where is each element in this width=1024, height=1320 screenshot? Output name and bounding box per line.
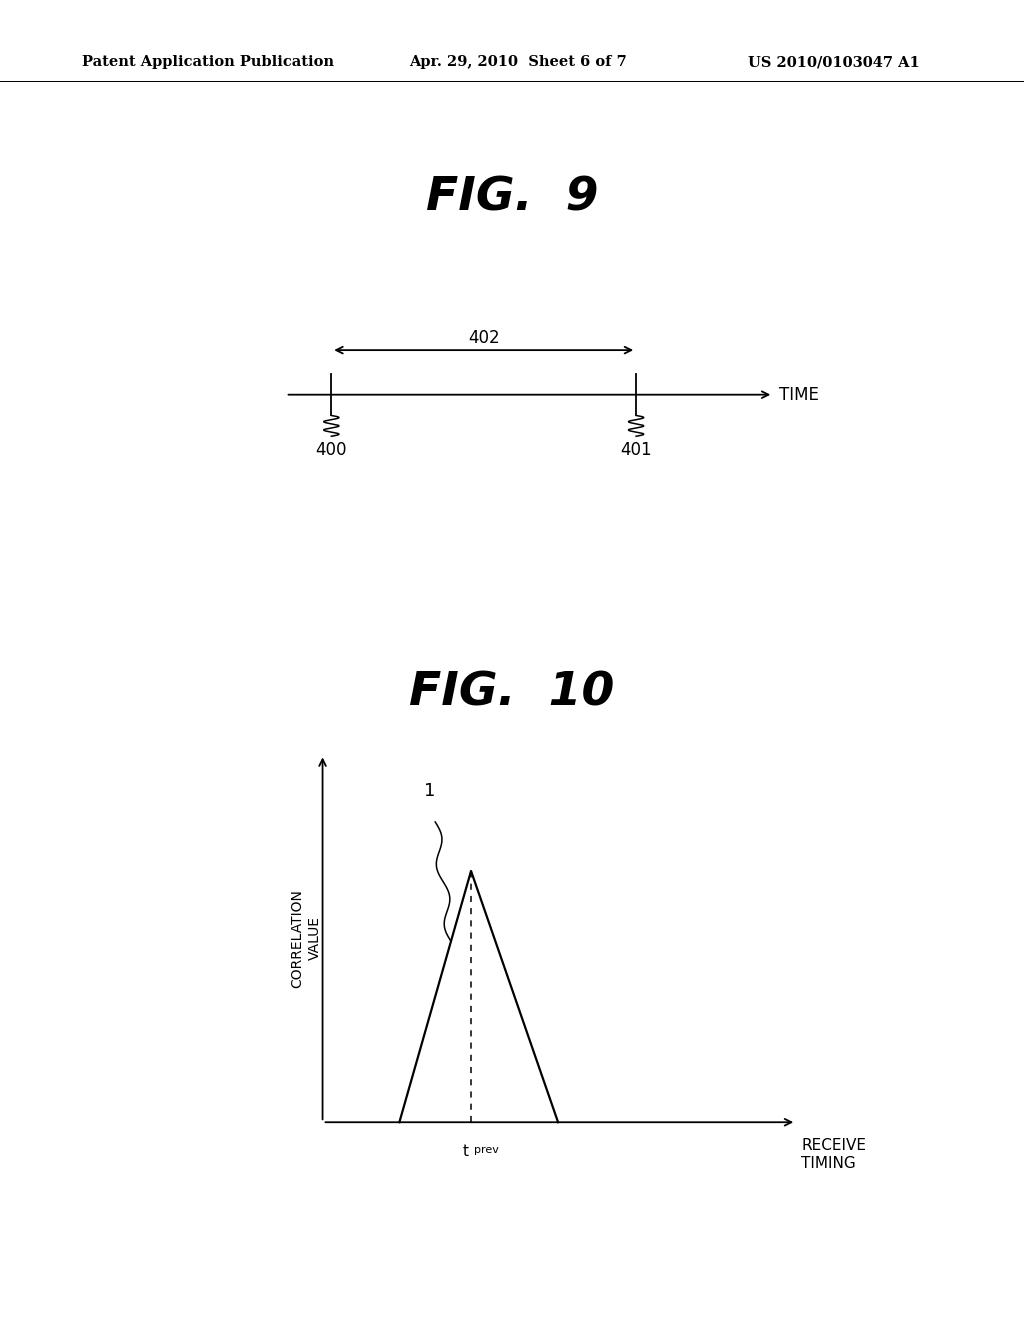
Text: t: t [463, 1143, 469, 1159]
Text: 1: 1 [424, 783, 436, 800]
Text: Patent Application Publication: Patent Application Publication [82, 55, 334, 70]
Text: CORRELATION
VALUE: CORRELATION VALUE [290, 888, 322, 987]
Text: US 2010/0103047 A1: US 2010/0103047 A1 [748, 55, 920, 70]
Text: FIG.  9: FIG. 9 [426, 176, 598, 220]
Text: TIME: TIME [779, 385, 819, 404]
Text: prev: prev [473, 1146, 499, 1155]
Text: 401: 401 [621, 441, 652, 459]
Text: Apr. 29, 2010  Sheet 6 of 7: Apr. 29, 2010 Sheet 6 of 7 [410, 55, 628, 70]
Text: 400: 400 [315, 441, 347, 459]
Text: 402: 402 [468, 329, 500, 347]
Text: RECEIVE
TIMING: RECEIVE TIMING [801, 1138, 866, 1171]
Text: FIG.  10: FIG. 10 [410, 671, 614, 715]
